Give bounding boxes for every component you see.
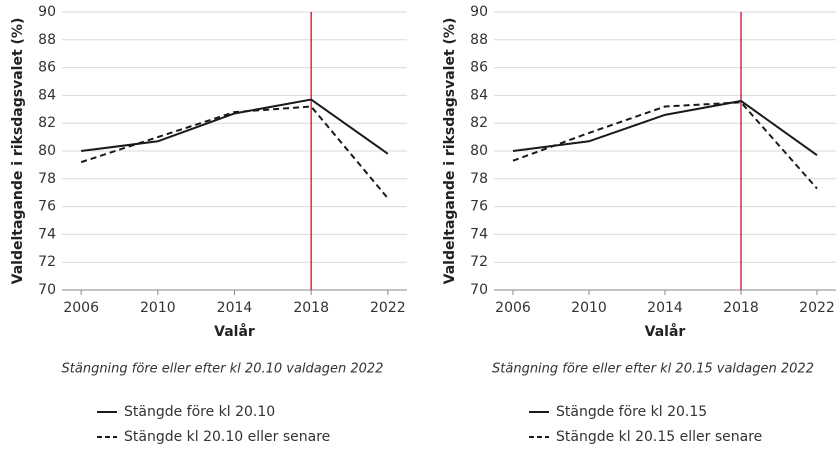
x-tick-label: 2006 [63,300,99,316]
x-tick-label: 2014 [647,300,683,316]
y-tick-label: 84 [470,87,488,103]
series-line [512,101,818,190]
x-axis-title: Valår [214,323,255,340]
y-tick-label: 86 [38,60,56,76]
y-tick-label: 80 [38,143,56,159]
y-tick-label: 76 [38,199,56,215]
caption: Stängning före eller efter kl 20.15 vald… [492,362,814,377]
y-tick-label: 88 [470,32,488,48]
y-tick-label: 78 [38,171,56,187]
y-axis-title: Valdeltagande i riksdagsvalet (%) [10,18,26,285]
y-tick-label: 74 [38,226,56,242]
x-tick-label: 2010 [571,300,607,316]
x-tick-label: 2010 [140,300,176,316]
x-tick-label: 2006 [495,300,531,316]
legend-label: Stängde före kl 20.15 [556,404,707,420]
legend-label: Stängde kl 20.10 eller senare [124,429,330,445]
y-tick-label: 72 [38,254,56,270]
y-tick-label: 86 [470,60,488,76]
series-line [80,105,389,199]
series-line [512,99,818,156]
y-tick-label: 78 [470,171,488,187]
x-tick-label: 2022 [370,300,406,316]
x-tick-label: 2022 [799,300,835,316]
y-tick-label: 82 [38,115,56,131]
x-tick-label: 2014 [217,300,253,316]
x-axis-title: Valår [645,323,686,340]
y-tick-label: 74 [470,226,488,242]
y-tick-label: 90 [38,4,56,20]
caption: Stängning före eller efter kl 20.10 vald… [62,362,384,377]
x-tick-label: 2018 [723,300,759,316]
y-tick-label: 70 [470,282,488,298]
x-tick-label: 2018 [293,300,329,316]
y-tick-label: 88 [38,32,56,48]
y-axis-title: Valdeltagande i riksdagsvalet (%) [442,18,458,285]
y-tick-label: 84 [38,87,56,103]
legend-label: Stängde kl 20.15 eller senare [556,429,762,445]
legend-label: Stängde före kl 20.10 [124,404,275,420]
y-tick-label: 70 [38,282,56,298]
y-tick-label: 80 [470,143,488,159]
y-tick-label: 72 [470,254,488,270]
y-tick-label: 76 [470,199,488,215]
series-line [81,98,389,155]
y-tick-label: 90 [470,4,488,20]
y-tick-label: 82 [470,115,488,131]
